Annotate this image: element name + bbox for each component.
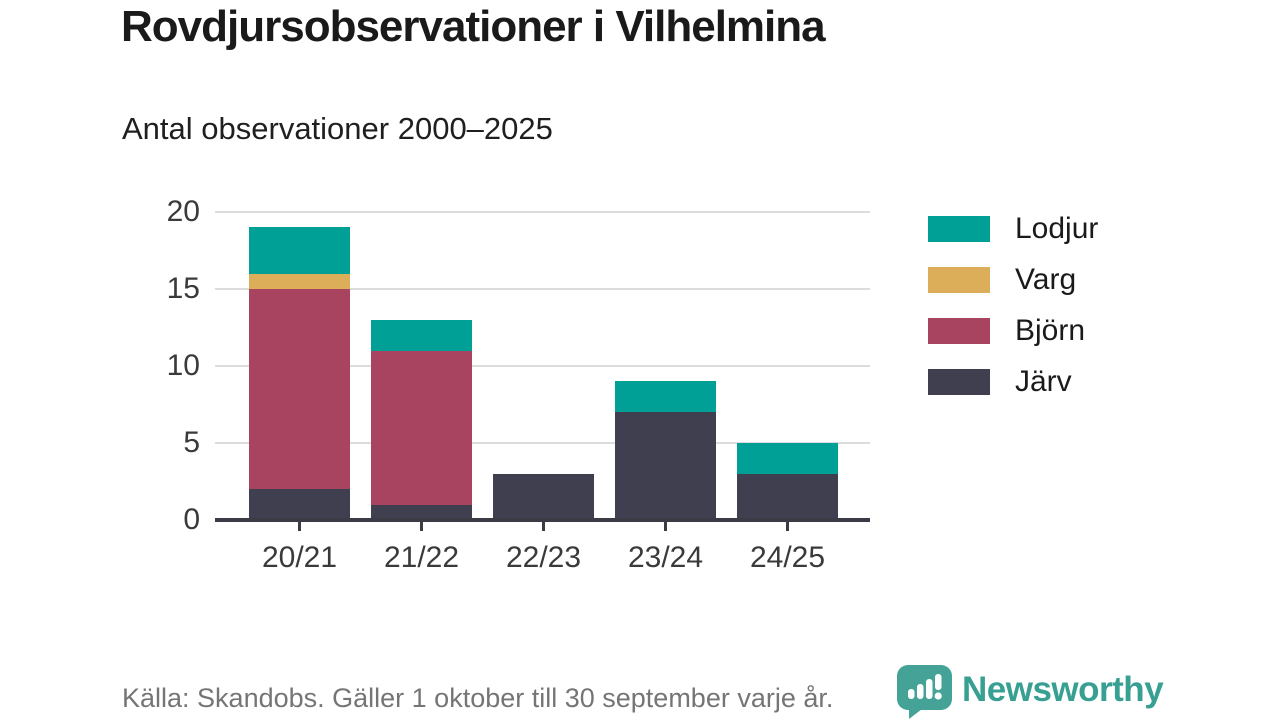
legend-item-bjorn: Björn <box>928 316 1098 346</box>
chart-subtitle: Antal observationer 2000–2025 <box>122 111 553 146</box>
bar-segment-jarv <box>493 474 594 520</box>
bar-segment-jarv <box>615 412 716 520</box>
source-note: Källa: Skandobs. Gäller 1 oktober till 3… <box>122 683 834 713</box>
x-axis-tick <box>542 522 545 531</box>
legend-swatch-varg <box>928 267 990 293</box>
gridline-20 <box>215 211 870 213</box>
bar-segment-jarv <box>737 474 838 520</box>
bar-segment-lodjur <box>737 443 838 474</box>
bar-segment-varg <box>249 274 350 289</box>
bar-segment-bjorn <box>249 289 350 489</box>
gridline-5 <box>215 442 870 444</box>
x-axis-tick <box>298 522 301 531</box>
legend-swatch-jarv <box>928 369 990 395</box>
legend-label: Björn <box>1015 314 1086 347</box>
legend-item-lodjur: Lodjur <box>928 214 1098 244</box>
x-axis-tick-label: 22/23 <box>505 541 582 574</box>
legend-label: Järv <box>1015 365 1072 398</box>
legend-label: Varg <box>1015 263 1077 296</box>
y-axis-tick-label: 5 <box>183 426 200 459</box>
x-axis-tick-label: 20/21 <box>261 541 338 574</box>
legend-swatch-lodjur <box>928 216 990 242</box>
x-axis-tick <box>786 522 789 531</box>
bar-segment-bjorn <box>371 351 472 505</box>
x-axis-tick <box>420 522 423 531</box>
bar-segment-jarv <box>249 489 350 520</box>
y-axis-tick-label: 15 <box>166 272 200 305</box>
brand-name: Newsworthy <box>962 670 1164 709</box>
newsworthy-logo-icon <box>897 665 952 719</box>
bar-segment-lodjur <box>615 381 716 412</box>
x-axis-tick-label: 21/22 <box>383 541 460 574</box>
chart-title: Rovdjursobservationer i Vilhelmina <box>121 2 826 51</box>
gridline-15 <box>215 288 870 290</box>
legend-label: Lodjur <box>1015 212 1099 245</box>
x-axis-tick <box>664 522 667 531</box>
legend: Lodjur Varg Björn Järv <box>928 214 1098 397</box>
bar-segment-jarv <box>371 505 472 520</box>
x-axis-tick-label: 23/24 <box>627 541 704 574</box>
x-axis-line <box>215 518 870 522</box>
y-axis-tick-label: 10 <box>166 349 200 382</box>
legend-item-jarv: Järv <box>928 367 1098 397</box>
bar-segment-lodjur <box>249 227 350 274</box>
y-axis-tick-label: 20 <box>166 195 200 228</box>
x-axis-tick-label: 24/25 <box>749 541 826 574</box>
legend-swatch-bjorn <box>928 318 990 344</box>
brand-logo: Newsworthy <box>897 665 1164 720</box>
y-axis-tick-label: 0 <box>183 503 200 536</box>
gridline-10 <box>215 365 870 367</box>
legend-item-varg: Varg <box>928 265 1098 295</box>
bar-segment-lodjur <box>371 320 472 351</box>
